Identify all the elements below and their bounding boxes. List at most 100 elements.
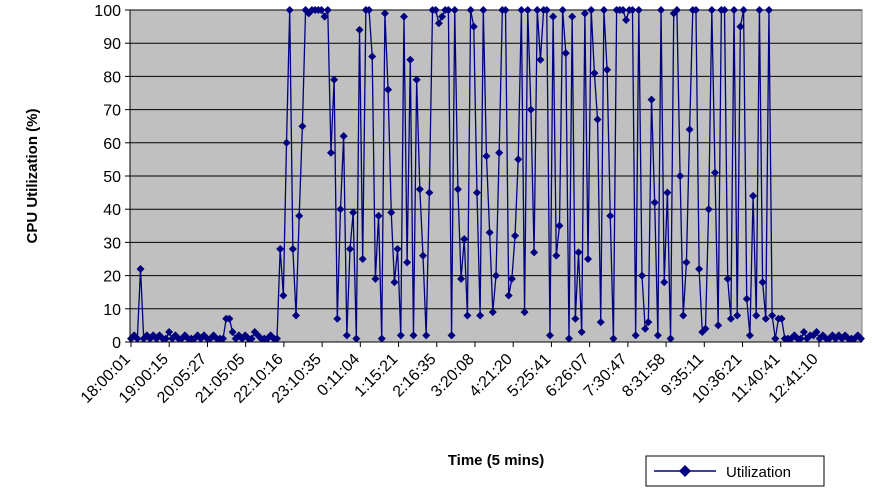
- data-point: [558, 6, 567, 14]
- data-point: [644, 318, 653, 327]
- data-point: [533, 6, 542, 14]
- data-point: [352, 334, 361, 343]
- data-point: [396, 331, 405, 340]
- data-point: [542, 6, 551, 14]
- data-point: [444, 6, 453, 14]
- data-point: [577, 328, 586, 337]
- y-tick-label: 80: [103, 69, 121, 86]
- y-tick-label: 40: [103, 202, 121, 219]
- data-point: [593, 115, 602, 124]
- data-point: [133, 334, 142, 343]
- data-point: [219, 334, 228, 343]
- data-point: [501, 6, 510, 14]
- data-point: [714, 321, 723, 330]
- data-point: [799, 328, 808, 337]
- data-point: [565, 334, 573, 343]
- data-point: [463, 311, 472, 320]
- y-tick-label: 60: [103, 136, 121, 153]
- data-point: [584, 255, 593, 263]
- data-point: [390, 278, 399, 287]
- legend-marker: [679, 465, 691, 477]
- data-point: [457, 274, 466, 283]
- data-point: [273, 334, 281, 343]
- data-point: [685, 125, 694, 134]
- data-point: [549, 12, 558, 21]
- data-point: [447, 331, 456, 340]
- x-axis-title: Time (5 mins): [448, 452, 544, 469]
- data-point: [695, 264, 704, 273]
- data-point: [707, 6, 716, 14]
- data-point: [488, 308, 497, 317]
- data-point: [758, 278, 767, 287]
- data-point: [523, 6, 532, 14]
- data-point: [574, 248, 583, 257]
- data-point: [292, 311, 301, 320]
- data-point: [660, 278, 669, 287]
- data-point: [406, 55, 415, 64]
- data-point: [323, 6, 332, 14]
- data-point: [415, 185, 424, 194]
- data-point: [682, 258, 691, 267]
- data-point: [317, 6, 326, 14]
- data-point: [476, 311, 485, 320]
- data-point: [749, 191, 758, 200]
- data-point: [453, 185, 462, 194]
- data-point: [663, 188, 672, 197]
- data-point: [634, 6, 643, 14]
- data-point: [730, 6, 739, 14]
- data-point: [346, 245, 354, 254]
- data-point: [590, 69, 599, 78]
- data-point: [409, 331, 418, 340]
- data-point: [250, 328, 259, 337]
- data-point: [571, 314, 580, 323]
- data-point: [701, 324, 710, 333]
- data-point: [326, 148, 335, 157]
- data-point: [618, 6, 627, 14]
- data-point: [561, 49, 570, 58]
- data-point: [320, 12, 329, 21]
- data-point: [631, 331, 640, 340]
- data-point: [733, 311, 742, 320]
- data-point: [295, 211, 304, 220]
- data-point: [752, 311, 761, 320]
- data-point: [460, 235, 469, 244]
- data-point: [609, 334, 618, 343]
- data-point: [384, 85, 393, 94]
- data-point: [136, 264, 145, 273]
- data-point: [282, 138, 291, 147]
- y-tick-label: 90: [103, 36, 121, 53]
- data-point: [720, 6, 729, 14]
- data-point: [403, 258, 412, 267]
- data-point: [393, 245, 402, 254]
- legend: Utilization: [645, 455, 825, 487]
- data-point: [298, 122, 307, 131]
- data-point: [679, 311, 688, 320]
- data-point: [580, 9, 589, 18]
- data-point: [511, 231, 520, 240]
- data-point: [745, 331, 754, 340]
- data-point: [545, 331, 554, 340]
- data-point: [342, 331, 351, 340]
- data-point: [482, 152, 491, 161]
- y-tick-label: 70: [103, 103, 121, 120]
- data-point: [228, 328, 237, 337]
- data-point: [641, 324, 650, 333]
- data-point: [165, 328, 174, 337]
- data-point: [606, 211, 615, 220]
- data-point: [736, 22, 745, 31]
- data-point: [425, 188, 434, 197]
- data-point: [812, 328, 821, 337]
- data-point: [495, 148, 504, 157]
- data-point: [526, 105, 535, 114]
- data-point: [704, 205, 713, 214]
- data-point: [288, 245, 297, 254]
- y-tick-label: 50: [103, 169, 121, 186]
- data-point: [355, 25, 364, 34]
- data-point: [434, 19, 443, 28]
- data-point: [438, 12, 447, 21]
- data-point: [603, 65, 612, 74]
- data-point: [857, 334, 865, 343]
- data-point: [365, 6, 374, 14]
- data-point: [768, 311, 777, 320]
